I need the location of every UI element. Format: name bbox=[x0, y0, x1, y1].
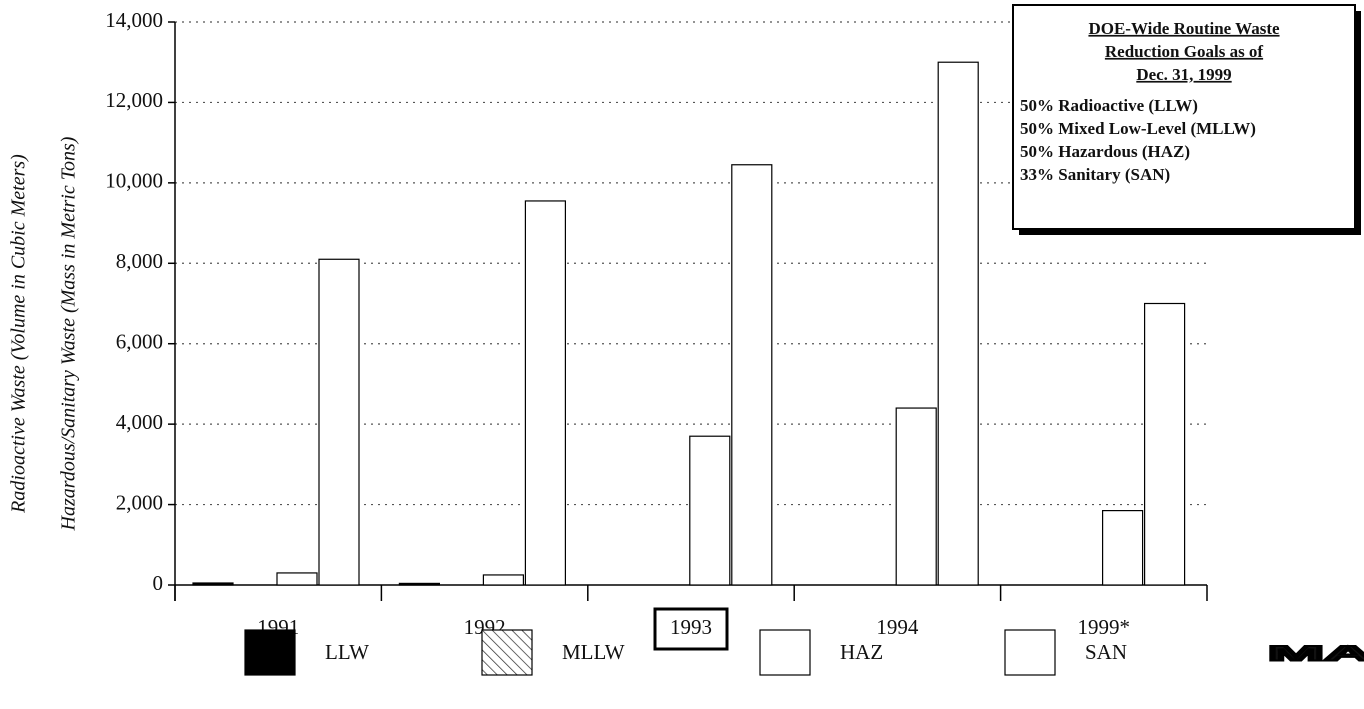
legend-label: SAN bbox=[1085, 640, 1127, 664]
y-axis-label: Hazardous/Sanitary Waste (Mass in Metric… bbox=[58, 136, 80, 531]
bar bbox=[1101, 510, 1144, 586]
bar bbox=[482, 574, 524, 586]
x-tick-label: 1994 bbox=[876, 615, 919, 639]
legend-label: LLW bbox=[325, 640, 369, 664]
legend-label: MLLW bbox=[562, 640, 625, 664]
annotation-line: 50% Mixed Low-Level (MLLW) bbox=[1020, 119, 1256, 138]
bar bbox=[276, 572, 318, 586]
bar bbox=[895, 407, 937, 586]
annotation-line: 33% Sanitary (SAN) bbox=[1020, 165, 1170, 184]
y-tick-label: 8,000 bbox=[116, 249, 163, 273]
annotation-title: Reduction Goals as of bbox=[1105, 42, 1264, 61]
bar bbox=[731, 164, 773, 586]
y-tick-label: 6,000 bbox=[116, 330, 163, 354]
annotation-line: 50% Radioactive (LLW) bbox=[1020, 96, 1198, 115]
legend-label: HAZ bbox=[840, 640, 883, 664]
bar bbox=[689, 435, 731, 586]
annotation-title: Dec. 31, 1999 bbox=[1136, 65, 1231, 84]
bar bbox=[524, 200, 567, 586]
legend-swatch bbox=[244, 629, 296, 676]
bar bbox=[1143, 302, 1186, 586]
annotation-line: 50% Hazardous (HAZ) bbox=[1020, 142, 1190, 161]
legend-swatch bbox=[481, 629, 533, 676]
y-tick-label: 0 bbox=[153, 571, 164, 595]
bar bbox=[398, 582, 440, 586]
bar bbox=[192, 582, 234, 586]
annotation-title: DOE-Wide Routine Waste bbox=[1088, 19, 1280, 38]
y-axis-label: Radioactive Waste (Volume in Cubic Meter… bbox=[8, 154, 30, 514]
legend-swatch bbox=[1004, 629, 1056, 676]
y-tick-label: 14,000 bbox=[105, 8, 163, 32]
y-tick-label: 12,000 bbox=[105, 88, 163, 112]
bar bbox=[937, 61, 979, 586]
y-tick-label: 2,000 bbox=[116, 490, 163, 514]
bar bbox=[318, 258, 360, 586]
x-tick-label: 1993 bbox=[670, 615, 712, 639]
watermark: MAST bbox=[1268, 643, 1364, 666]
legend-swatch bbox=[759, 629, 811, 676]
annotation-box bbox=[1012, 4, 1356, 230]
y-tick-label: 4,000 bbox=[116, 410, 163, 434]
x-tick-label: 1999* bbox=[1078, 615, 1131, 639]
y-tick-label: 10,000 bbox=[105, 169, 163, 193]
category-box bbox=[653, 607, 729, 651]
